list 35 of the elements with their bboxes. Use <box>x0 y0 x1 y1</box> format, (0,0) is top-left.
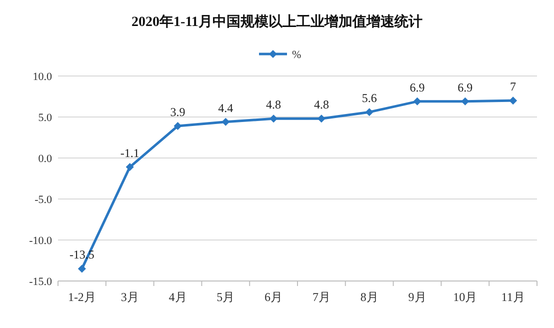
point <box>174 122 182 130</box>
x-tick-label: 9月 <box>408 290 426 304</box>
point <box>78 264 86 273</box>
x-tick-label: 8月 <box>360 290 378 304</box>
data-label: 3.9 <box>170 105 186 120</box>
x-tick-label: 7月 <box>312 290 330 304</box>
data-label: -1.1 <box>120 146 140 160</box>
point <box>365 108 374 116</box>
point <box>461 97 470 106</box>
data-label: 6.9 <box>458 80 473 94</box>
data-label: 6.9 <box>410 80 425 94</box>
x-tick-label: 11月 <box>501 290 525 304</box>
data-label: 4.4 <box>218 100 234 115</box>
x-tick-label: 1-2月 <box>68 290 96 304</box>
x-tick-label: 5月 <box>216 290 235 304</box>
y-tick-label: -5.0 <box>34 194 52 206</box>
x-tick-label: 3月 <box>120 290 139 304</box>
data-label: 5.6 <box>362 91 377 106</box>
point <box>509 96 518 105</box>
legend-label: % <box>292 49 302 61</box>
data-label: 7 <box>510 80 516 94</box>
point <box>222 118 230 126</box>
y-tick-label: 5.0 <box>38 112 52 124</box>
data-label: 4.8 <box>314 98 329 112</box>
y-tick-label: -10.0 <box>29 235 52 247</box>
point <box>126 163 134 172</box>
point <box>413 97 422 106</box>
x-tick-label: 6月 <box>264 290 283 304</box>
x-tick-label: 10月 <box>453 290 478 304</box>
chart-title: 2020年1-11月中国规模以上工业增加值增速统计 <box>132 13 422 30</box>
data-label: 4.8 <box>266 98 282 112</box>
x-tick-label: 4月 <box>168 290 187 304</box>
y-tick-label: 0.0 <box>38 153 52 165</box>
y-tick-label: -15.0 <box>29 276 52 288</box>
y-tick-label: 10.0 <box>32 71 52 83</box>
